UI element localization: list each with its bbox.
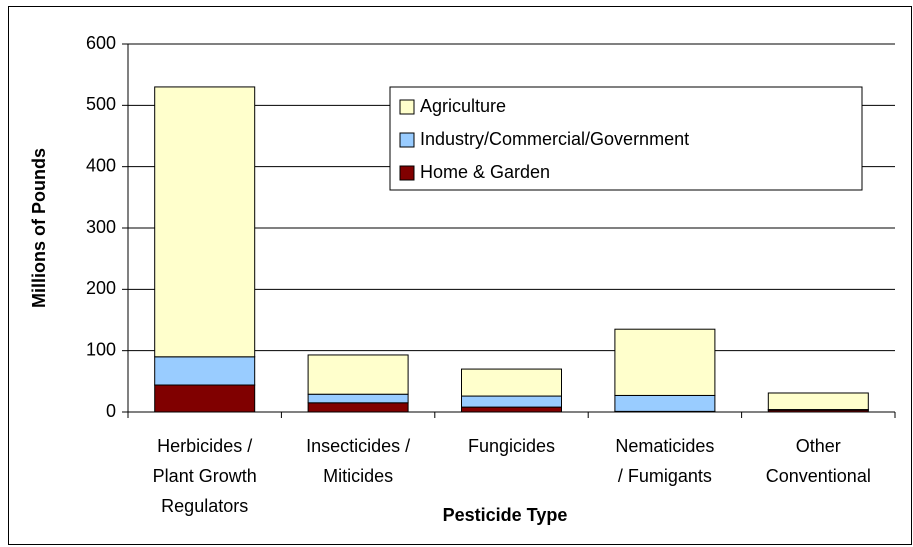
legend-swatch (399, 132, 415, 148)
y-tick-label: 200 (86, 278, 116, 298)
y-tick-label: 500 (86, 94, 116, 114)
legend-swatch (399, 165, 415, 181)
bar-segment (154, 356, 256, 386)
y-tick-label: 0 (106, 401, 116, 421)
x-tick-label: Miticides (323, 466, 393, 486)
legend-label: Home & Garden (420, 162, 550, 182)
x-tick-label: Nematicides (615, 436, 714, 456)
x-tick-label: Insecticides / (306, 436, 410, 456)
x-tick-label: / Fumigants (618, 466, 712, 486)
bar-segment (307, 393, 409, 404)
legend-box (389, 86, 863, 191)
bar-segment (614, 328, 716, 396)
bar-segment (614, 394, 716, 412)
bar-segment (461, 368, 562, 397)
y-axis-label: Millions of Pounds (29, 148, 49, 308)
x-tick-label: Plant Growth (153, 466, 257, 486)
y-tick-label: 600 (86, 33, 116, 53)
legend-swatch (399, 99, 415, 115)
bar-segment (461, 395, 562, 408)
bar-segment (461, 406, 562, 413)
y-tick-label: 100 (86, 339, 116, 359)
legend-label: Agriculture (420, 96, 506, 116)
bar-segment (154, 384, 256, 413)
x-tick-label: Other (796, 436, 841, 456)
x-tick-label: Fungicides (468, 436, 555, 456)
x-tick-label: Conventional (766, 466, 871, 486)
legend-label: Industry/Commercial/Government (420, 129, 689, 149)
x-tick-label: Regulators (161, 496, 248, 516)
x-tick-label: Herbicides / (157, 436, 252, 456)
x-axis-label: Pesticide Type (443, 505, 568, 525)
bar-segment (307, 402, 409, 413)
bar-segment (307, 354, 409, 395)
y-tick-label: 300 (86, 217, 116, 237)
bar-segment (767, 392, 869, 411)
bar-segment (154, 86, 256, 358)
y-tick-label: 400 (86, 155, 116, 175)
